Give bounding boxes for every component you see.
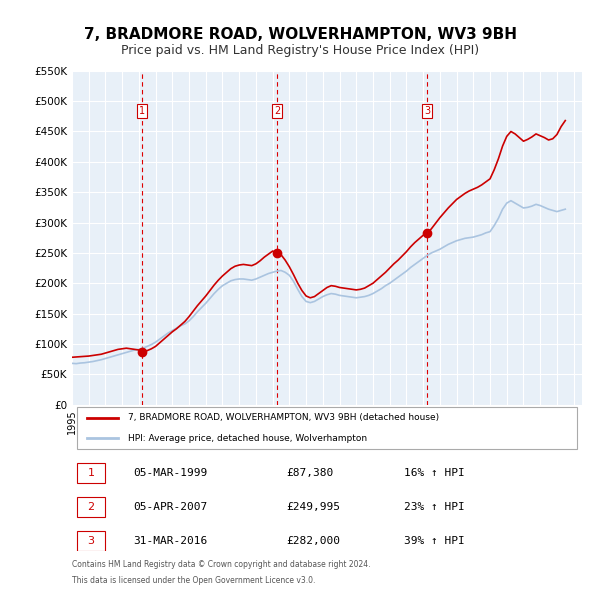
Text: £249,995: £249,995 — [286, 503, 340, 513]
Text: 3: 3 — [88, 536, 95, 546]
Text: 2: 2 — [88, 503, 95, 513]
Text: £282,000: £282,000 — [286, 536, 340, 546]
Text: 7, BRADMORE ROAD, WOLVERHAMPTON, WV3 9BH (detached house): 7, BRADMORE ROAD, WOLVERHAMPTON, WV3 9BH… — [128, 413, 439, 422]
Text: 16% ↑ HPI: 16% ↑ HPI — [404, 468, 464, 478]
Text: 39% ↑ HPI: 39% ↑ HPI — [404, 536, 464, 546]
Text: Price paid vs. HM Land Registry's House Price Index (HPI): Price paid vs. HM Land Registry's House … — [121, 44, 479, 57]
Text: Contains HM Land Registry data © Crown copyright and database right 2024.: Contains HM Land Registry data © Crown c… — [72, 559, 371, 569]
FancyBboxPatch shape — [77, 407, 577, 449]
FancyBboxPatch shape — [77, 532, 105, 552]
Text: £87,380: £87,380 — [286, 468, 334, 478]
Text: 1: 1 — [88, 468, 95, 478]
Text: 05-APR-2007: 05-APR-2007 — [133, 503, 208, 513]
Text: 23% ↑ HPI: 23% ↑ HPI — [404, 503, 464, 513]
Text: 1: 1 — [139, 106, 145, 116]
Text: 3: 3 — [424, 106, 430, 116]
FancyBboxPatch shape — [77, 497, 105, 517]
FancyBboxPatch shape — [77, 463, 105, 483]
Text: 7, BRADMORE ROAD, WOLVERHAMPTON, WV3 9BH: 7, BRADMORE ROAD, WOLVERHAMPTON, WV3 9BH — [83, 27, 517, 41]
Text: 05-MAR-1999: 05-MAR-1999 — [133, 468, 208, 478]
Text: This data is licensed under the Open Government Licence v3.0.: This data is licensed under the Open Gov… — [72, 575, 316, 585]
Text: 2: 2 — [274, 106, 280, 116]
Text: 31-MAR-2016: 31-MAR-2016 — [133, 536, 208, 546]
Text: HPI: Average price, detached house, Wolverhampton: HPI: Average price, detached house, Wolv… — [128, 434, 367, 442]
